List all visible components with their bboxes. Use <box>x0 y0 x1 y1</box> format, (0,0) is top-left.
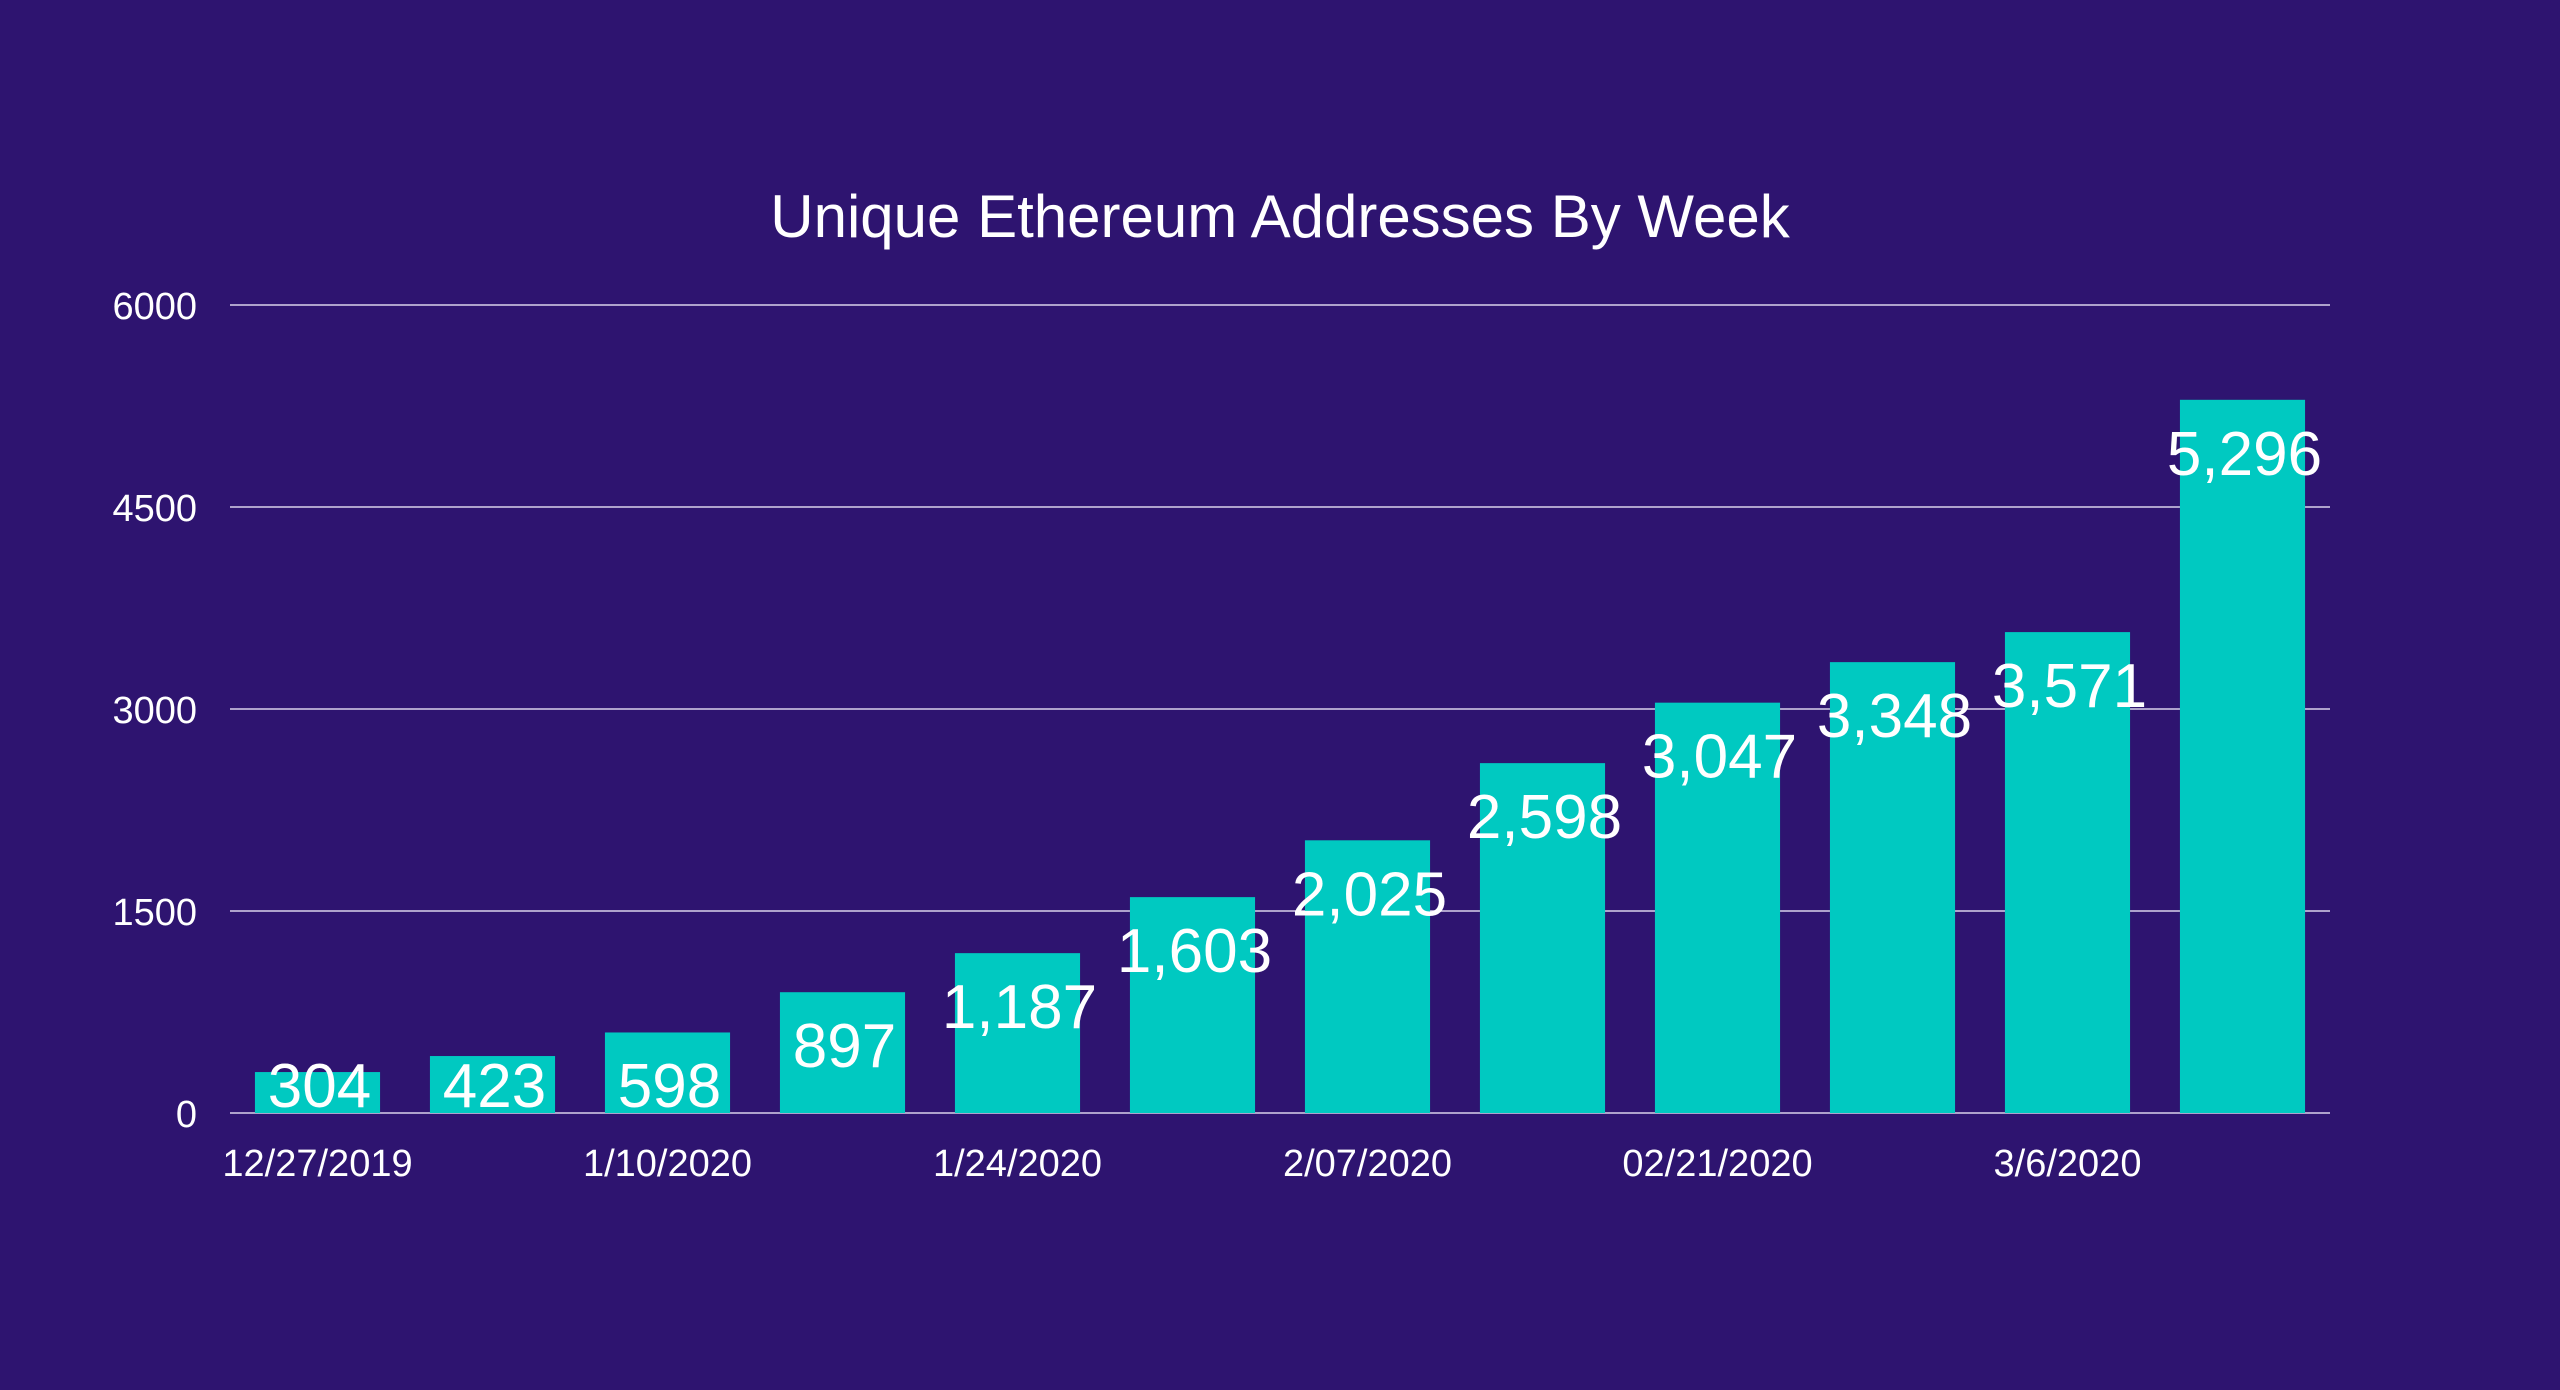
bar <box>2004 632 2131 1113</box>
bar <box>429 1056 556 1113</box>
gridlines <box>230 304 2330 1114</box>
y-tick-label: 6000 <box>112 286 197 328</box>
data-label: 304 <box>268 1052 371 1121</box>
bar <box>1304 840 1431 1113</box>
data-label: 897 <box>793 1012 896 1081</box>
y-tick-label: 0 <box>176 1094 197 1136</box>
data-label: 3,348 <box>1817 682 1972 751</box>
bars <box>254 399 2306 1114</box>
data-label: 1,603 <box>1117 917 1272 986</box>
bar <box>1654 702 1781 1113</box>
bar <box>954 953 1081 1113</box>
x-axis-tick-labels: 12/27/2019 1/10/2020 1/24/2020 2/07/2020 02/… <box>222 1143 2141 1185</box>
data-label: 2,025 <box>1292 860 1447 929</box>
data-label: 1,187 <box>942 973 1097 1042</box>
bar <box>1479 763 1606 1113</box>
data-label: 598 <box>618 1052 721 1121</box>
data-labels: 304 423 598 897 1,187 1,603 2,025 2,598 3,047 3,3… <box>268 420 2322 1121</box>
bar <box>1829 662 1956 1113</box>
y-tick-label: 4500 <box>112 488 197 530</box>
x-tick-label: 1/10/2020 <box>583 1143 752 1185</box>
x-tick-label: 12/27/2019 <box>222 1143 412 1185</box>
data-label: 3,571 <box>1992 652 2147 721</box>
x-tick-label: 3/6/2020 <box>1994 1143 2142 1185</box>
y-tick-label: 1500 <box>112 892 197 934</box>
bar <box>2179 399 2306 1114</box>
x-tick-label: 2/07/2020 <box>1283 1143 1452 1185</box>
chart-title: Unique Ethereum Addresses By Week <box>770 183 1790 250</box>
data-label: 3,047 <box>1642 723 1797 792</box>
bar <box>1129 897 1256 1113</box>
bar <box>604 1032 731 1113</box>
data-label: 2,598 <box>1467 783 1622 852</box>
bar <box>254 1072 381 1113</box>
y-tick-label: 3000 <box>112 690 197 732</box>
y-axis-tick-labels: 0 1500 3000 4500 6000 <box>112 286 197 1136</box>
x-tick-label: 1/24/2020 <box>933 1143 1102 1185</box>
data-label: 5,296 <box>2167 420 2322 489</box>
data-label: 423 <box>443 1052 546 1121</box>
bar <box>779 992 906 1113</box>
x-tick-label: 02/21/2020 <box>1622 1143 1812 1185</box>
